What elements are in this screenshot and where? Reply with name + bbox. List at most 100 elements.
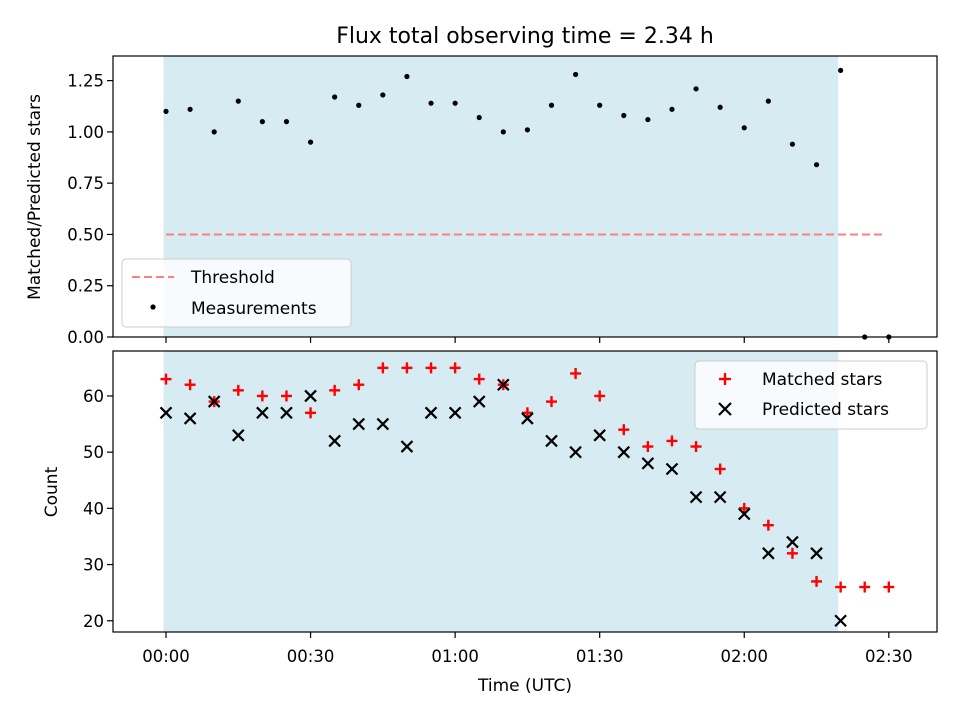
measurement-point <box>187 106 193 112</box>
measurement-point <box>669 106 675 112</box>
matched-star-marker <box>521 407 533 419</box>
predicted-star-marker <box>810 547 823 560</box>
top-panel-frame <box>112 55 938 338</box>
matched-star-marker <box>859 581 871 593</box>
measurement-point <box>380 92 386 98</box>
predicted-star-marker <box>834 614 847 628</box>
matched-star-marker <box>305 407 317 419</box>
predicted-star-marker <box>497 378 510 391</box>
measurement-point <box>789 141 796 147</box>
top-ytick-label: 1.25 <box>67 72 104 91</box>
measurement-point <box>259 119 265 125</box>
predicted-star-marker <box>256 406 269 420</box>
bottom-ytick-label: 20 <box>83 612 104 631</box>
matched-star-marker <box>329 384 341 396</box>
matched-star-marker <box>184 379 196 391</box>
measurement-point <box>765 98 771 104</box>
predicted-star-marker <box>641 457 655 470</box>
predicted-star-marker <box>448 406 462 420</box>
measurement-point <box>645 116 651 123</box>
matched-star-marker <box>642 441 654 453</box>
top-legend-box <box>121 258 352 328</box>
top-ytick-label: 0.50 <box>67 225 104 244</box>
matched-star-marker <box>762 519 774 531</box>
xtick-label: 02:30 <box>865 647 913 666</box>
measurement-point <box>717 104 723 110</box>
matched-star-marker <box>811 575 823 587</box>
bottom-panel-frame <box>112 350 938 633</box>
predicted-star-marker <box>569 445 582 459</box>
measurement-point <box>307 139 314 145</box>
predicted-star-marker <box>207 395 221 408</box>
xtick-label: 02:00 <box>720 647 768 666</box>
matched-star-marker <box>160 373 172 385</box>
matched-star-marker <box>738 502 750 514</box>
matched-star-marker <box>714 463 726 475</box>
matched-star-marker <box>401 362 413 374</box>
predicted-star-marker <box>762 547 775 560</box>
matched-star-marker <box>473 373 485 385</box>
legend-predicted-label: Predicted stars <box>762 400 889 420</box>
matched-star-marker <box>377 362 389 374</box>
predicted-star-marker <box>232 429 245 442</box>
matched-star-marker <box>666 435 678 447</box>
predicted-star-marker <box>376 417 390 431</box>
chart-title: Flux total observing time = 2.34 h <box>336 24 714 49</box>
matched-star-marker <box>425 362 437 374</box>
xtick-label: 01:00 <box>431 647 479 666</box>
legend-matched-label: Matched stars <box>762 370 882 390</box>
matched-star-marker <box>280 390 292 402</box>
measurement-point <box>813 162 820 168</box>
legend-measurements-label: Measurements <box>191 299 317 319</box>
bottom-ytick-label: 60 <box>83 387 104 406</box>
matched-star-marker <box>353 379 365 391</box>
measurement-point <box>332 94 338 100</box>
predicted-star-marker <box>424 406 438 420</box>
measurement-point <box>500 129 506 135</box>
predicted-star-marker <box>280 406 293 420</box>
matched-star-marker <box>786 547 798 559</box>
bottom-ytick-label: 30 <box>83 556 104 575</box>
top-y-axis-label: Matched/Predicted stars <box>25 94 45 300</box>
top-ytick-label: 0.00 <box>67 328 104 347</box>
top-ytick-label: 0.75 <box>67 174 104 193</box>
top-ytick-label: 0.25 <box>67 277 104 296</box>
bottom-legend-box <box>694 360 928 430</box>
measurement-point <box>476 114 482 121</box>
matched-star-marker <box>594 390 606 402</box>
predicted-star-marker <box>786 535 799 549</box>
matched-star-marker <box>256 390 268 402</box>
measurement-point <box>211 129 217 135</box>
predicted-star-marker <box>304 389 317 403</box>
matched-star-marker <box>232 384 244 396</box>
measurement-point <box>163 108 169 114</box>
measurement-point <box>283 119 290 125</box>
predicted-star-marker <box>521 412 534 425</box>
measurement-point <box>524 127 531 133</box>
measurement-point <box>741 125 747 131</box>
top-ytick-label: 1.00 <box>67 123 104 142</box>
measurement-point <box>693 86 699 92</box>
bottom-ytick-label: 50 <box>83 443 104 462</box>
legend-threshold-label: Threshold <box>190 268 275 288</box>
x-axis-label: Time (UTC) <box>477 676 572 696</box>
legend-predicted-swatch <box>718 402 732 416</box>
top-legend: Threshold Measurements <box>121 258 352 328</box>
predicted-star-marker <box>328 434 341 448</box>
predicted-star-marker <box>545 434 558 448</box>
xtick-label: 01:30 <box>576 647 624 666</box>
xtick-label: 00:30 <box>287 647 335 666</box>
predicted-star-marker <box>713 490 727 504</box>
predicted-star-marker <box>737 507 751 521</box>
matched-star-marker <box>546 396 558 408</box>
bottom-y-axis-label: Count <box>42 466 62 517</box>
matched-star-marker <box>618 424 630 436</box>
matched-star-marker <box>449 362 461 374</box>
predicted-star-marker <box>689 490 703 504</box>
matched-star-marker <box>835 581 847 593</box>
predicted-star-marker <box>400 440 414 453</box>
predicted-star-marker <box>665 462 679 476</box>
bottom-ytick-label: 40 <box>83 499 104 518</box>
predicted-star-marker <box>617 445 631 459</box>
